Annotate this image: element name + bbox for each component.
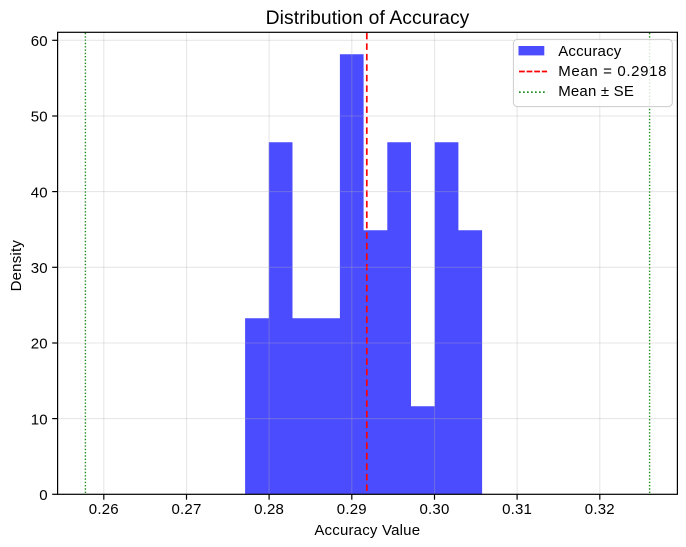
svg-text:30: 30 [31, 260, 48, 277]
svg-text:Density: Density [8, 240, 25, 292]
svg-text:0.30: 0.30 [420, 501, 450, 518]
svg-text:Mean = 0.2918: Mean = 0.2918 [558, 63, 667, 80]
svg-text:0.32: 0.32 [585, 501, 615, 518]
svg-text:40: 40 [31, 184, 48, 201]
svg-text:0.27: 0.27 [172, 501, 202, 518]
svg-text:0: 0 [39, 487, 48, 504]
svg-text:Accuracy Value: Accuracy Value [314, 522, 420, 539]
svg-text:Distribution of Accuracy: Distribution of Accuracy [266, 8, 470, 29]
svg-text:50: 50 [31, 109, 48, 126]
svg-text:Accuracy: Accuracy [558, 43, 622, 60]
svg-text:10: 10 [31, 411, 48, 428]
svg-text:0.28: 0.28 [254, 501, 284, 518]
svg-text:0.29: 0.29 [337, 501, 367, 518]
svg-text:20: 20 [31, 336, 48, 353]
svg-text:Mean ± SE: Mean ± SE [558, 83, 634, 100]
svg-text:60: 60 [31, 33, 48, 50]
svg-text:0.31: 0.31 [502, 501, 532, 518]
svg-text:0.26: 0.26 [89, 501, 119, 518]
